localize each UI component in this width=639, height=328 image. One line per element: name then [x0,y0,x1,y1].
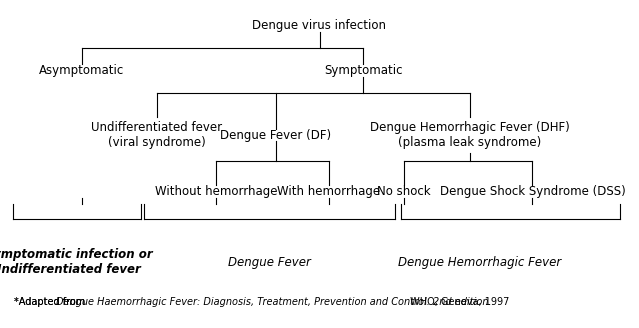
Text: *Adapted from: *Adapted from [14,297,88,307]
Text: Without hemorrhage: Without hemorrhage [155,185,277,198]
Text: WHO, Geneva, 1997: WHO, Geneva, 1997 [407,297,509,307]
Text: Undifferentiated fever
(viral syndrome): Undifferentiated fever (viral syndrome) [91,121,222,149]
Text: Dengue Hemorrhagic Fever (DHF)
(plasma leak syndrome): Dengue Hemorrhagic Fever (DHF) (plasma l… [370,121,569,149]
Text: With hemorrhage: With hemorrhage [277,185,380,198]
Text: Dengue Haemorrhagic Fever: Diagnosis, Treatment, Prevention and Control. 2nd edi: Dengue Haemorrhagic Fever: Diagnosis, Tr… [56,297,492,307]
Text: Dengue Fever (DF): Dengue Fever (DF) [220,129,331,142]
Text: Dengue Hemorrhagic Fever: Dengue Hemorrhagic Fever [397,256,561,269]
Text: Asymptomatic infection or
Undifferentiated fever: Asymptomatic infection or Undifferentiat… [0,248,154,276]
Text: *Adapted from Dengue Haemorrhagic Fever: Diagnosis, Treatment, Prevention and Co: *Adapted from Dengue Haemorrhagic Fever:… [14,297,521,307]
Text: Symptomatic: Symptomatic [324,64,403,77]
Text: No shock: No shock [377,185,431,198]
Text: *Adapted from: *Adapted from [14,297,88,307]
Text: Asymptomatic: Asymptomatic [39,64,124,77]
Text: Dengue virus infection: Dengue virus infection [252,19,387,32]
Text: Dengue Fever: Dengue Fever [228,256,311,269]
Text: Dengue Shock Syndrome (DSS): Dengue Shock Syndrome (DSS) [440,185,626,198]
